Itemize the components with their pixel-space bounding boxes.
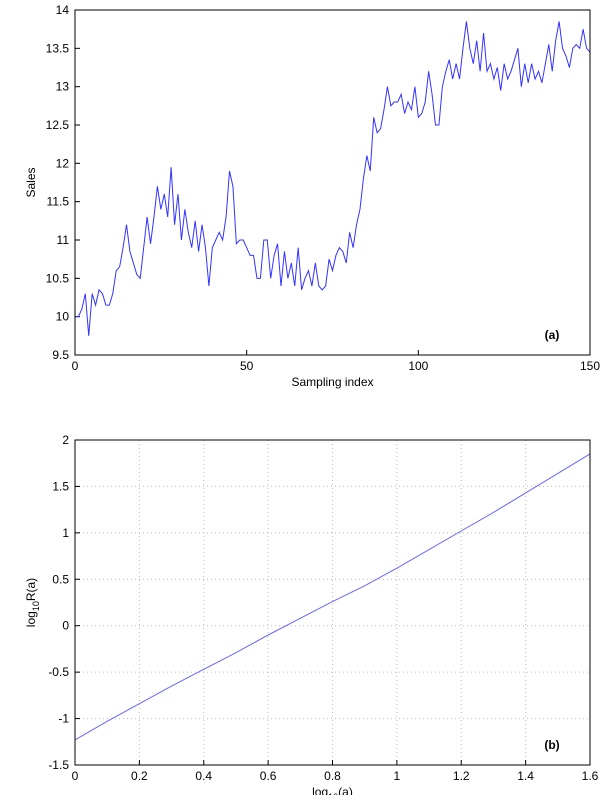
x-tick-label: 100: [408, 359, 428, 373]
y-axis-label-part: log: [24, 611, 38, 627]
y-tick-label: 11.5: [47, 195, 70, 209]
y-tick-label: 10.5: [46, 271, 70, 285]
y-tick-label: 0.5: [52, 572, 69, 586]
annotation: (a): [545, 328, 560, 342]
x-tick-label: 150: [580, 359, 600, 373]
x-tick-label: 0.2: [131, 769, 148, 783]
y-tick-label: 1.5: [52, 479, 69, 493]
plot-area: [75, 10, 590, 355]
x-tick-label: 0.8: [324, 769, 341, 783]
y-tick-label: 14: [56, 3, 70, 17]
y-tick-label: 0: [62, 619, 69, 633]
data-line: [75, 21, 591, 336]
y-tick-label: 11: [57, 233, 70, 247]
axes-frame: [74, 439, 591, 766]
x-tick-label: 1.6: [582, 769, 599, 783]
x-axis-label-part: (a): [338, 785, 353, 795]
data-line: [74, 453, 591, 741]
axes-frame: [74, 9, 591, 356]
x-tick-label: 0.6: [260, 769, 277, 783]
y-tick-label: 12.5: [46, 118, 70, 132]
x-tick-label: 0: [72, 359, 79, 373]
y-axis-label-part: 10: [31, 601, 41, 611]
x-tick-label: 1: [394, 769, 401, 783]
x-tick-label: 50: [240, 359, 254, 373]
annotation: (b): [544, 738, 559, 752]
y-axis-label: Sales: [24, 167, 38, 197]
x-axis-label: Sampling index: [291, 375, 373, 389]
y-tick-label: 1: [62, 526, 69, 540]
x-axis-label: log10(a): [312, 785, 353, 795]
x-axis-label-part: 10: [328, 792, 338, 795]
y-axis-label: log10R(a): [24, 578, 41, 627]
y-tick-label: -1: [58, 712, 69, 726]
x-axis-label-part: log: [312, 785, 328, 795]
y-tick-label: 13: [56, 80, 70, 94]
x-tick-label: 0.4: [195, 769, 212, 783]
y-tick-label: 2: [62, 433, 69, 447]
plot-area: [75, 440, 590, 765]
y-tick-label: 12: [56, 156, 70, 170]
x-tick-label: 1.2: [453, 769, 470, 783]
y-axis-label-part: R(a): [24, 578, 38, 601]
y-tick-label: 13.5: [46, 41, 70, 55]
y-tick-label: -1.5: [48, 758, 69, 772]
x-tick-label: 0: [72, 769, 79, 783]
x-tick-label: 1.4: [517, 769, 534, 783]
y-tick-label: 10: [56, 310, 70, 324]
y-tick-label: -0.5: [48, 665, 69, 679]
y-tick-label: 9.5: [52, 348, 69, 362]
